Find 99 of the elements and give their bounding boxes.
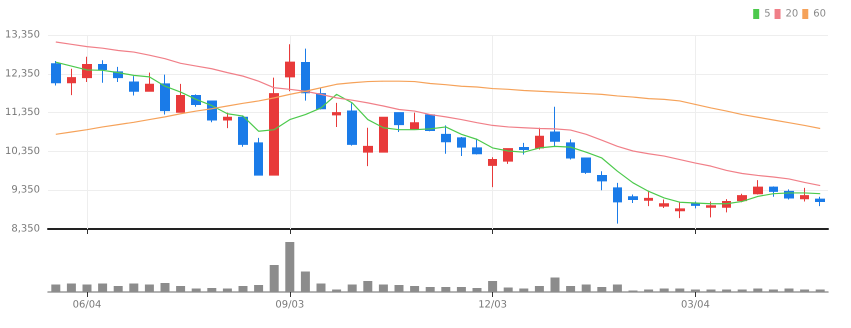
bar <box>114 286 123 292</box>
candlestick <box>332 102 341 128</box>
bar <box>660 288 669 292</box>
candlestick <box>488 156 497 188</box>
candlestick <box>503 148 513 164</box>
bar <box>488 281 498 292</box>
bar <box>612 284 622 292</box>
candlestick <box>238 114 248 148</box>
candlestick <box>800 187 809 202</box>
bar <box>270 265 279 292</box>
candlestick <box>675 202 685 219</box>
candlestick <box>129 76 139 96</box>
bar <box>504 288 513 292</box>
candlestick <box>753 180 763 195</box>
legend-label: 60 <box>813 8 826 20</box>
bar <box>441 287 450 292</box>
candlestick <box>379 116 388 153</box>
bar <box>363 281 372 292</box>
candlestick <box>472 138 482 156</box>
bar <box>378 284 388 292</box>
bar <box>129 284 138 292</box>
candlestick <box>223 112 232 129</box>
bar <box>66 284 76 292</box>
x-tick-label: 06/04 <box>72 300 102 310</box>
bar <box>144 284 154 292</box>
candlestick <box>566 138 575 160</box>
line-series <box>55 80 821 135</box>
candlestick <box>98 60 107 84</box>
bar <box>285 242 294 292</box>
bar <box>472 288 482 292</box>
candlestick <box>519 142 529 156</box>
candlestick <box>363 127 373 167</box>
candlestick <box>394 112 404 132</box>
y-tick-label: 13,350 <box>5 30 40 40</box>
bar <box>456 287 466 292</box>
bar <box>675 288 684 292</box>
x-tick-label: 12/03 <box>478 300 508 310</box>
x-tick-label: 09/03 <box>275 300 304 310</box>
legend-label: 5 <box>764 8 771 20</box>
candlestick <box>737 193 747 203</box>
bar <box>534 286 544 292</box>
y-tick-label: 12,350 <box>5 68 40 80</box>
candlestick <box>145 72 154 92</box>
bar <box>192 288 201 292</box>
y-tick-label: 10,350 <box>5 146 40 157</box>
candlestick <box>457 136 466 157</box>
candlestick <box>597 170 607 191</box>
candlestick <box>659 199 669 209</box>
candlestick <box>176 83 185 113</box>
bar <box>519 288 528 292</box>
candlestick <box>51 60 61 86</box>
candlestick <box>628 194 638 204</box>
candlestick <box>285 44 295 92</box>
bar <box>82 284 92 292</box>
bar <box>254 285 264 292</box>
line-series <box>55 41 821 186</box>
candlestick <box>160 74 170 116</box>
candlestick <box>347 102 357 146</box>
bar <box>597 287 606 292</box>
bar <box>207 288 216 292</box>
candlestick <box>535 127 544 150</box>
candlestick <box>644 190 653 207</box>
candlestick <box>441 124 451 154</box>
candlestick <box>410 112 419 130</box>
candlestick <box>769 186 778 198</box>
candlestick <box>706 200 716 218</box>
candlestick <box>581 157 591 174</box>
bar <box>222 288 232 292</box>
candlestick <box>82 56 92 82</box>
bar <box>426 287 435 292</box>
bar <box>51 284 60 292</box>
bar <box>176 286 186 292</box>
bar <box>300 272 310 292</box>
candlestick <box>613 182 622 224</box>
bar <box>753 288 762 292</box>
bar <box>160 283 170 292</box>
bar <box>394 285 404 292</box>
bar <box>238 286 248 292</box>
bar <box>582 284 591 292</box>
y-tick-label: 8,350 <box>11 224 40 234</box>
y-tick-label: 9,350 <box>11 184 40 196</box>
candlestick <box>67 68 76 96</box>
x-tick-label: 03/04 <box>680 300 710 310</box>
legend-label: 20 <box>786 8 798 20</box>
candlestick <box>301 48 310 102</box>
candlestick <box>254 137 263 176</box>
bar <box>410 286 420 292</box>
bar <box>98 284 108 292</box>
candlestick <box>269 77 279 176</box>
bar <box>566 286 576 292</box>
candlestick <box>550 106 560 148</box>
bar <box>784 288 794 292</box>
line-series <box>55 62 821 204</box>
candlestick <box>425 114 435 132</box>
bar <box>348 284 357 292</box>
bar <box>550 278 560 292</box>
y-tick-label: 11,350 <box>5 107 40 118</box>
bar <box>316 284 326 292</box>
candlestick <box>815 196 825 207</box>
